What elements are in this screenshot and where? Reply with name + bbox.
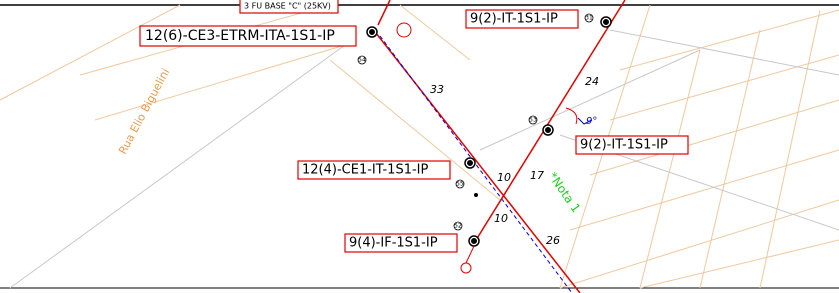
drawing: 54 31 53 55 52 3 FU BASE "C" (25KV) 12(6… xyxy=(0,0,839,293)
span-length: 33 xyxy=(430,83,444,96)
equipment-label: 9(4)-IF-1S1-IP xyxy=(349,236,438,251)
span-length: 10 xyxy=(494,212,508,225)
equipment-label: 9(2)-IT-1S1-IP xyxy=(470,12,558,27)
node-number: 53 xyxy=(529,117,537,124)
node-number: 31 xyxy=(585,15,593,22)
node-number: 54 xyxy=(358,57,366,64)
span-length: 26 xyxy=(546,234,560,247)
angle: 9° xyxy=(586,116,597,127)
span-length: 24 xyxy=(585,75,599,88)
note: *Nota 1 xyxy=(546,170,584,216)
span-length: 17 xyxy=(530,169,544,182)
node-number: 52 xyxy=(454,223,462,230)
fuse-note: 3 FU BASE "C" (25KV) xyxy=(244,2,331,11)
span-length: 10 xyxy=(497,171,511,184)
equipment-label: 12(6)-CE3-ETRM-ITA-1S1-IP xyxy=(145,28,335,44)
equipment-label: 12(4)-CE1-IT-1S1-IP xyxy=(302,163,428,178)
node-numbers xyxy=(358,14,593,230)
equipment-label: 9(2)-IT-1S1-IP xyxy=(580,138,668,153)
node-number: 55 xyxy=(456,181,464,188)
